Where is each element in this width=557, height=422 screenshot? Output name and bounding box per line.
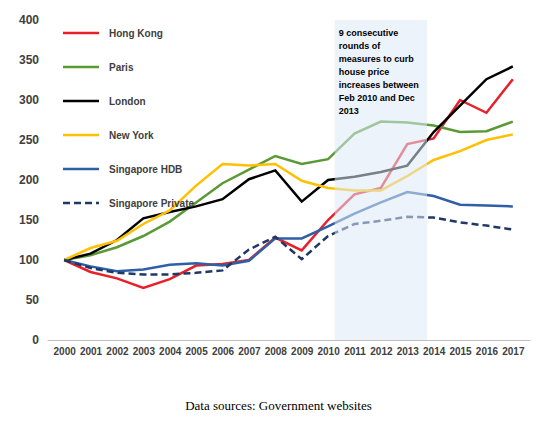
x-tick-label: 2006: [212, 346, 235, 357]
x-tick-label: 2002: [106, 346, 129, 357]
legend-swatch: [63, 66, 99, 69]
x-tick-label: 2011: [344, 346, 366, 357]
x-tick: 2003: [133, 340, 156, 357]
x-tick: 2009: [291, 340, 314, 357]
x-tick-label: 2014: [423, 346, 446, 357]
policy-band: [335, 20, 427, 340]
y-tick-label: 50: [26, 293, 40, 307]
y-tick: 350: [19, 53, 47, 67]
x-tick-label: 2008: [265, 346, 288, 357]
x-tick-label: 2004: [159, 346, 182, 357]
y-tick-label: 100: [19, 253, 39, 267]
legend-swatch: [63, 32, 99, 35]
chart-svg: 0 50 100 150 200 250 300 350 400 200020012002 2003…: [0, 0, 557, 422]
y-tick: 50: [26, 293, 47, 307]
legend-label: London: [109, 96, 146, 107]
x-tick: 2006: [212, 340, 235, 357]
y-tick-label: 200: [19, 173, 39, 187]
y-tick: 300: [19, 93, 47, 107]
annotation-line: increases between: [339, 80, 419, 90]
y-tick: 100: [19, 253, 47, 267]
y-tick-label: 400: [19, 13, 39, 27]
y-tick: 250: [19, 133, 47, 147]
legend-swatch: [63, 134, 99, 137]
x-tick: 2016: [476, 340, 499, 357]
series-line: [64, 66, 513, 260]
x-tick-label: 2013: [397, 346, 420, 357]
y-tick-label: 250: [19, 133, 39, 147]
legend-label: Hong Kong: [109, 28, 163, 39]
series-line: [64, 79, 513, 288]
annotation-line: rounds of: [339, 41, 381, 51]
x-tick: 2001: [80, 340, 103, 357]
annotation: 9 consecutive rounds of measures to curb ho…: [339, 28, 419, 116]
legend-label: New York: [109, 130, 154, 141]
y-tick-label: 150: [19, 213, 39, 227]
x-tick: 2007: [238, 340, 261, 357]
y-tick-label: 300: [19, 93, 39, 107]
y-tick: 400: [19, 13, 47, 27]
y-tick: 0: [32, 333, 47, 347]
legend: Hong Kong Paris London New York Singapore HD…: [63, 28, 194, 209]
y-axis: 0 50 100 150 200 250 300 350 400: [19, 13, 48, 347]
x-tick: 2011: [344, 340, 366, 357]
series-line: [64, 192, 513, 271]
x-axis: 200020012002 200320042005 20062007 20082009…: [48, 340, 531, 357]
x-tick-label: 2000: [54, 346, 77, 357]
data-area: [64, 20, 513, 340]
annotation-line: Feb 2010 and Dec: [339, 93, 415, 103]
legend-swatch: [63, 100, 99, 103]
y-tick: 150: [19, 213, 47, 227]
x-tick: 2013: [397, 340, 420, 357]
y-axis-line: [47, 21, 48, 341]
legend-swatch: [63, 202, 99, 205]
x-tick-label: 2012: [370, 346, 393, 357]
x-tick: 2014: [423, 340, 446, 357]
x-tick: 2010: [317, 340, 340, 357]
x-tick-label: 2015: [449, 346, 472, 357]
legend-swatch: [63, 168, 99, 171]
x-tick-label: 2017: [502, 346, 525, 357]
legend-label: Paris: [109, 62, 134, 73]
series-line: [64, 217, 513, 275]
annotation-line: 9 consecutive: [339, 28, 399, 38]
x-tick: 2017: [502, 340, 525, 357]
x-tick-label: 2007: [238, 346, 261, 357]
plot: 0 50 100 150 200 250 300 350 400 200020012002 2003…: [19, 13, 531, 357]
annotation-line: 2013: [339, 106, 359, 116]
annotation-line: measures to curb: [339, 54, 415, 64]
x-axis-line: [48, 340, 531, 341]
x-tick: 2004: [159, 340, 182, 357]
annotation-line: house price: [339, 67, 390, 77]
x-tick-label: 2001: [80, 346, 103, 357]
x-tick-label: 2016: [476, 346, 499, 357]
x-tick-label: 2010: [317, 346, 340, 357]
x-tick: 2015: [449, 340, 472, 357]
x-tick: 2002: [106, 340, 129, 357]
y-tick-label: 0: [32, 333, 39, 347]
x-tick: 2005: [185, 340, 208, 357]
x-tick: 2012: [370, 340, 393, 357]
y-tick: 200: [19, 173, 47, 187]
x-tick-label: 2003: [133, 346, 156, 357]
y-tick-label: 350: [19, 53, 39, 67]
legend-label: Singapore HDB: [109, 164, 182, 175]
x-tick-label: 2005: [185, 346, 208, 357]
legend-label: Singapore Private: [109, 198, 194, 209]
x-tick: 2008: [265, 340, 288, 357]
x-tick-label: 2009: [291, 346, 314, 357]
x-tick: 2000: [54, 340, 77, 357]
series-line: [64, 134, 513, 260]
caption: Data sources: Government websites: [185, 398, 372, 413]
